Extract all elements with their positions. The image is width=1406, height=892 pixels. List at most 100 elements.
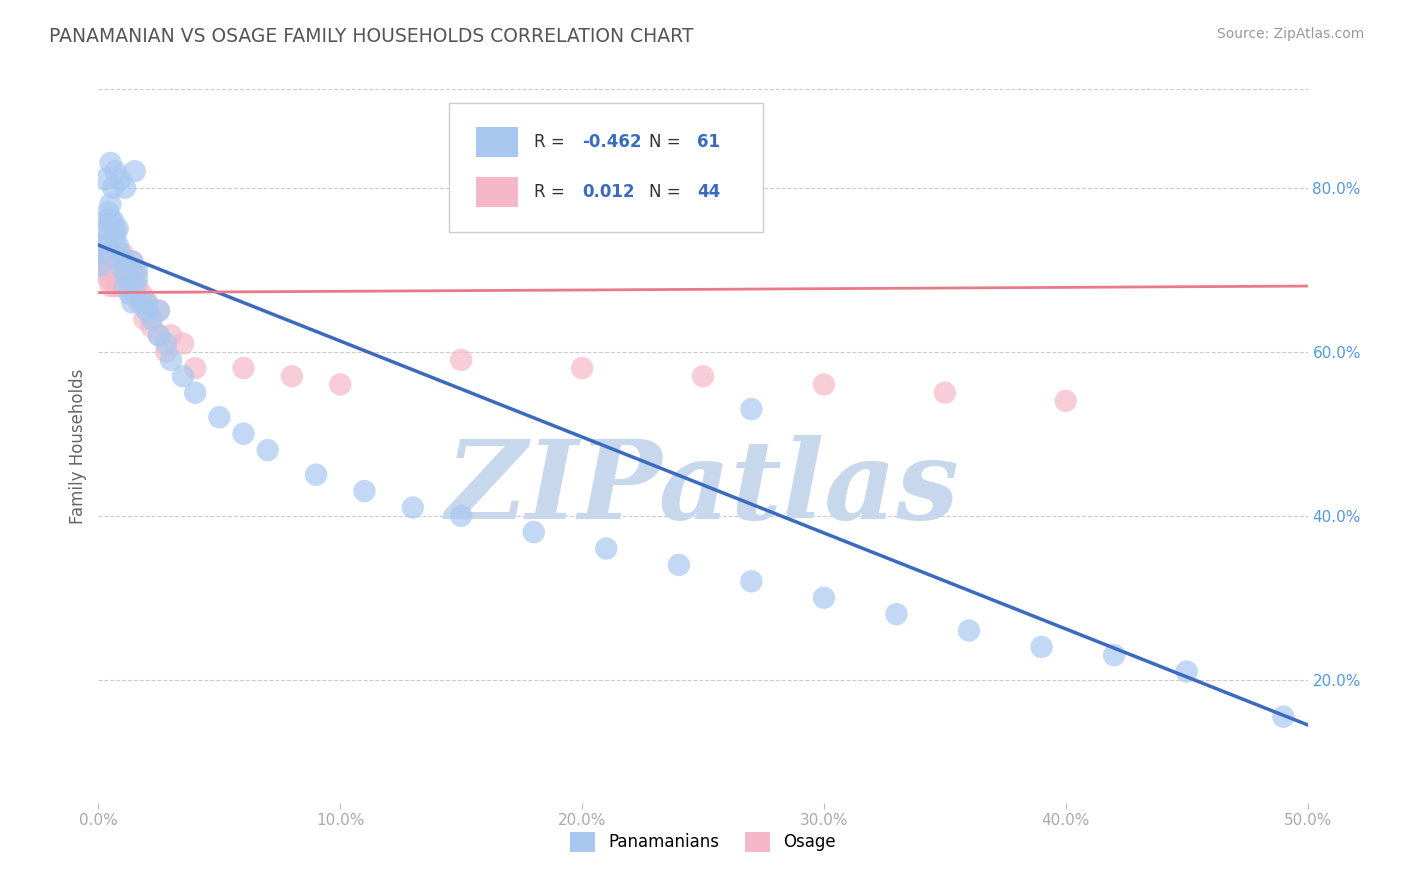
Point <box>155 344 177 359</box>
Point <box>128 295 150 310</box>
Point <box>668 558 690 572</box>
Point <box>107 221 129 235</box>
Point <box>108 279 131 293</box>
Point <box>305 467 328 482</box>
Point <box>121 254 143 268</box>
Point <box>124 262 146 277</box>
Point <box>108 246 131 260</box>
Text: -0.462: -0.462 <box>582 133 641 151</box>
Point <box>450 352 472 367</box>
Point <box>208 410 231 425</box>
Point <box>329 377 352 392</box>
Point <box>172 336 194 351</box>
Point <box>256 443 278 458</box>
Point <box>91 246 114 260</box>
Point <box>155 336 177 351</box>
Text: R =: R = <box>534 133 569 151</box>
Point <box>450 508 472 523</box>
Point <box>172 369 194 384</box>
Point <box>160 352 183 367</box>
Text: 0.012: 0.012 <box>582 183 634 201</box>
Point <box>148 328 170 343</box>
Text: 61: 61 <box>697 133 720 151</box>
Legend: Panamanians, Osage: Panamanians, Osage <box>564 825 842 859</box>
Point <box>97 205 120 219</box>
Point <box>114 254 136 268</box>
Point <box>97 230 120 244</box>
Point <box>114 279 136 293</box>
Text: ZIPatlas: ZIPatlas <box>446 435 960 542</box>
Point <box>118 270 141 285</box>
Point <box>94 213 117 227</box>
Point <box>134 311 156 326</box>
Point <box>148 303 170 318</box>
Point <box>1175 665 1198 679</box>
Point <box>160 328 183 343</box>
FancyBboxPatch shape <box>475 177 517 207</box>
Point <box>117 270 139 285</box>
Point <box>107 238 129 252</box>
FancyBboxPatch shape <box>475 127 517 157</box>
Point <box>124 287 146 301</box>
Point <box>111 270 134 285</box>
Point <box>1031 640 1053 654</box>
Point <box>111 246 134 260</box>
Point <box>232 426 254 441</box>
Point <box>184 385 207 400</box>
Point <box>571 361 593 376</box>
Point <box>101 180 124 194</box>
Point <box>148 303 170 318</box>
Point <box>184 361 207 376</box>
Point <box>124 279 146 293</box>
Point <box>141 320 163 334</box>
Point <box>1272 709 1295 723</box>
Point <box>108 172 131 186</box>
Point <box>91 238 114 252</box>
Point <box>402 500 425 515</box>
Point <box>141 311 163 326</box>
Point <box>813 591 835 605</box>
Point <box>121 295 143 310</box>
Text: 44: 44 <box>697 183 720 201</box>
Point <box>100 156 122 170</box>
Point <box>135 303 157 318</box>
Point <box>523 525 546 540</box>
Point <box>97 270 120 285</box>
Point <box>100 262 122 277</box>
Point <box>135 295 157 310</box>
Point <box>94 221 117 235</box>
Point <box>101 246 124 260</box>
Point <box>886 607 908 622</box>
Point <box>111 262 134 277</box>
Point <box>740 574 762 589</box>
Point <box>90 262 112 277</box>
Point <box>127 270 149 285</box>
Point <box>104 279 127 293</box>
Point <box>740 402 762 417</box>
FancyBboxPatch shape <box>449 103 763 232</box>
Point <box>94 172 117 186</box>
Point <box>813 377 835 392</box>
Point <box>1102 648 1125 662</box>
Point <box>107 270 129 285</box>
Point <box>111 254 134 268</box>
Point <box>90 259 112 273</box>
Point <box>111 262 134 277</box>
Point <box>104 262 127 277</box>
Text: PANAMANIAN VS OSAGE FAMILY HOUSEHOLDS CORRELATION CHART: PANAMANIAN VS OSAGE FAMILY HOUSEHOLDS CO… <box>49 27 693 45</box>
Point <box>124 164 146 178</box>
Text: Source: ZipAtlas.com: Source: ZipAtlas.com <box>1216 27 1364 41</box>
Point <box>118 287 141 301</box>
Point <box>114 180 136 194</box>
Point <box>100 197 122 211</box>
Point <box>104 221 127 235</box>
Point <box>934 385 956 400</box>
Point <box>281 369 304 384</box>
Point <box>101 213 124 227</box>
Text: N =: N = <box>648 133 686 151</box>
Point <box>117 262 139 277</box>
Point <box>94 254 117 268</box>
Point <box>127 262 149 277</box>
Point <box>957 624 980 638</box>
Point <box>131 295 153 310</box>
